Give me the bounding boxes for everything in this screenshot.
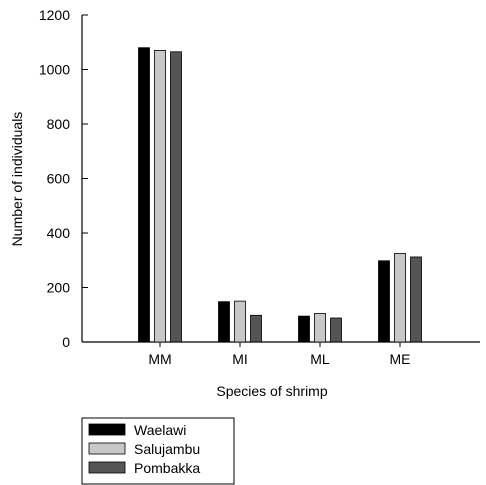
legend: Waelawi Salujambu Pombakka bbox=[81, 417, 235, 485]
x-tick-label: ME bbox=[390, 351, 411, 367]
y-tick-label: 600 bbox=[47, 171, 71, 187]
bar-waelawi-ml bbox=[298, 315, 310, 343]
y-tick-label: 400 bbox=[47, 225, 71, 241]
bars bbox=[138, 47, 422, 343]
x-tick-label: MI bbox=[232, 351, 248, 367]
bar-salujambu-ml bbox=[314, 312, 326, 343]
bar-pombakka-ml bbox=[330, 317, 342, 343]
legend-label-waelawi: Waelawi bbox=[134, 422, 186, 438]
x-axis-title: Species of shrimp bbox=[216, 383, 327, 399]
legend-box bbox=[81, 417, 235, 485]
y-tick-label: 200 bbox=[47, 280, 71, 296]
bar-waelawi-mm bbox=[138, 47, 150, 343]
legend-label-salujambu: Salujambu bbox=[134, 441, 200, 457]
bar-salujambu-me bbox=[394, 253, 406, 343]
bar-waelawi-me bbox=[378, 260, 390, 343]
legend-swatch-pombakka bbox=[88, 461, 126, 474]
y-tick-label: 0 bbox=[62, 334, 70, 350]
y-tick-label: 800 bbox=[47, 116, 71, 132]
bar-pombakka-me bbox=[410, 256, 422, 343]
bar-waelawi-mi bbox=[218, 301, 230, 343]
x-tick-label: MM bbox=[148, 351, 171, 367]
bar-pombakka-mi bbox=[250, 314, 262, 343]
bar-pombakka-mm bbox=[170, 51, 182, 343]
y-axis-title: Number of individuals bbox=[9, 112, 25, 247]
y-tick-label: 1200 bbox=[39, 7, 70, 23]
legend-label-pombakka: Pombakka bbox=[134, 460, 200, 476]
legend-swatch-salujambu bbox=[88, 442, 126, 455]
y-tick-label: 1000 bbox=[39, 62, 70, 78]
legend-swatch-waelawi bbox=[88, 423, 126, 436]
bar-salujambu-mi bbox=[234, 300, 246, 343]
bar-salujambu-mm bbox=[154, 50, 166, 343]
x-tick-label: ML bbox=[310, 351, 330, 367]
ticks: 0 200 400 600 800 1000 1200 MM MI ML ME bbox=[39, 7, 411, 367]
